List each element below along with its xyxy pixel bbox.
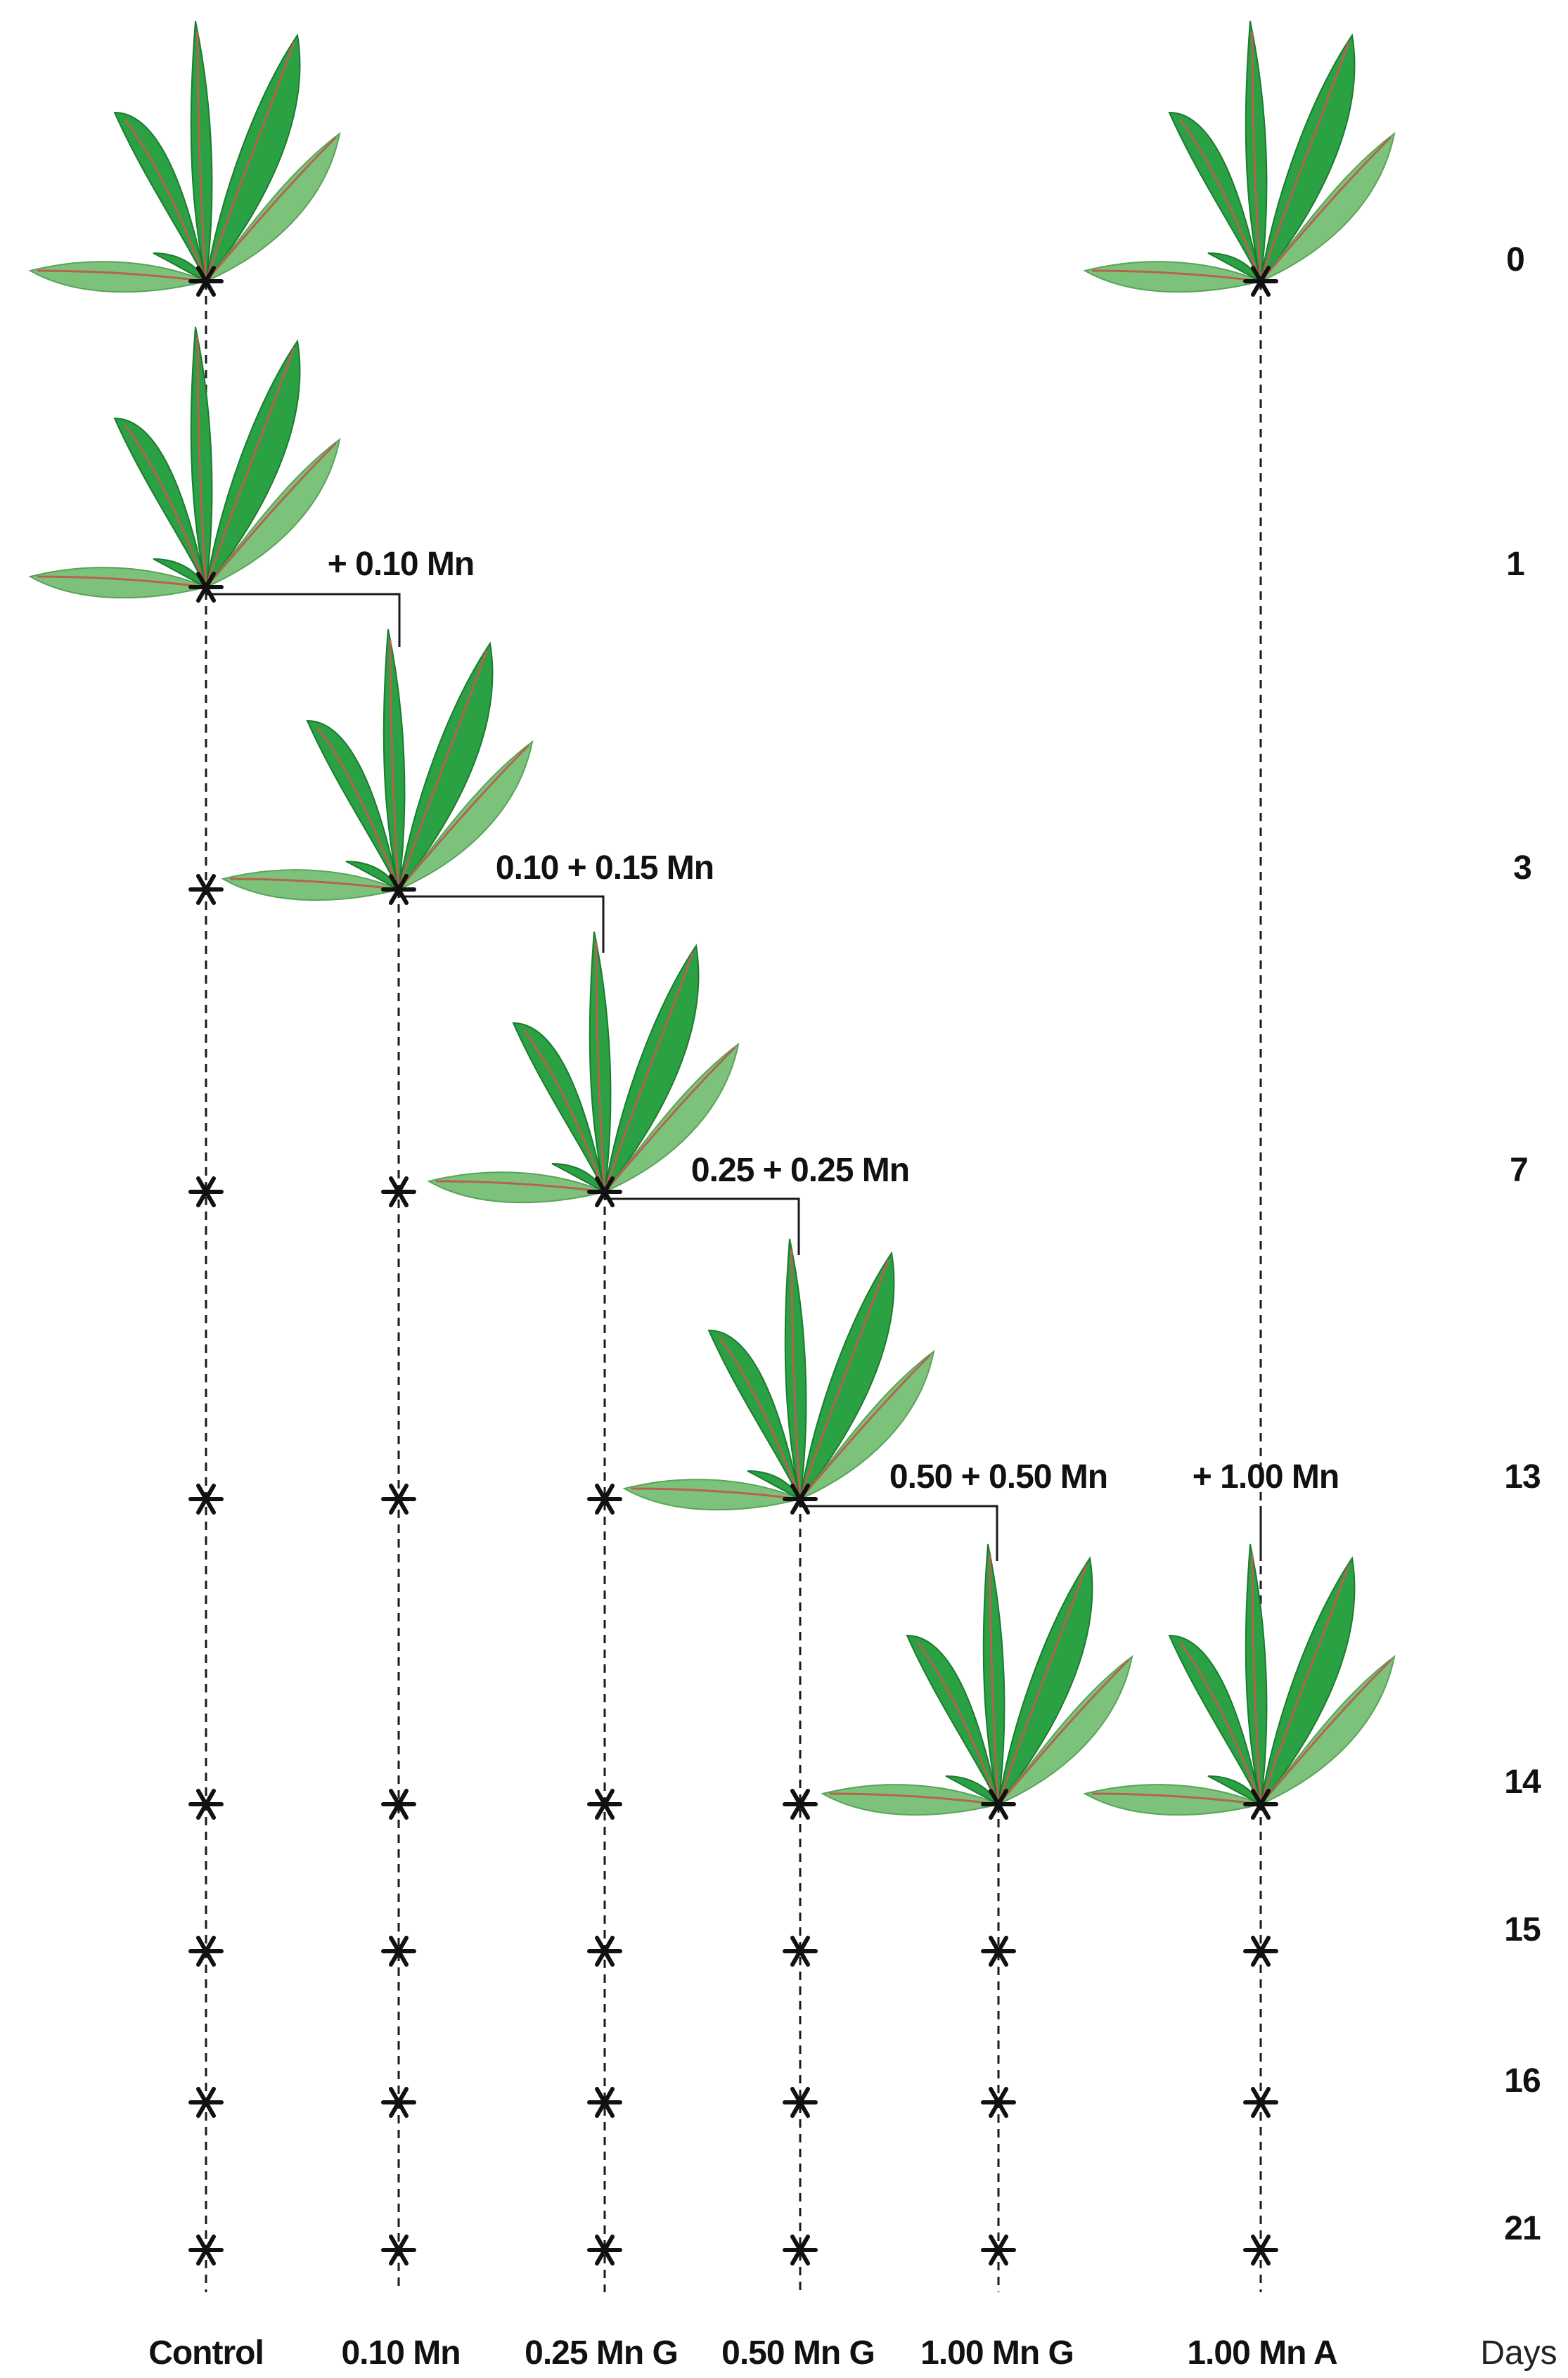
day-label-3: 3 — [1513, 849, 1531, 887]
star-marker-c0-r6 — [188, 1935, 224, 1967]
treatment-label-control: Control — [148, 2334, 264, 2372]
plant-0-10-mn — [221, 628, 534, 901]
day-label-14: 14 — [1504, 1763, 1541, 1801]
addition-label-0-50-0-50: 0.50 + 0.50 Mn — [889, 1458, 1107, 1496]
star-marker-c2-r5 — [587, 1788, 622, 1820]
star-marker-c3-r8 — [783, 2234, 818, 2266]
star-marker-c1-r6 — [381, 1935, 416, 1967]
star-marker-c3-r4 — [783, 1483, 818, 1515]
plant-group — [29, 20, 1396, 1816]
addition-label-0-25-0-25: 0.25 + 0.25 Mn — [691, 1152, 909, 1189]
day-label-0: 0 — [1506, 241, 1524, 278]
star-marker-c4-r7 — [981, 2086, 1016, 2119]
plant-1-00-mn-g — [821, 1543, 1133, 1816]
star-marker-c5-r6 — [1243, 1935, 1278, 1967]
addition-label-1-00: + 1.00 Mn — [1193, 1458, 1339, 1496]
star-marker-c0-r8 — [188, 2234, 224, 2266]
treatment-label-1-00-mn-g: 1.00 Mn G — [920, 2334, 1074, 2372]
plant-control-day1 — [29, 326, 341, 599]
day-label-16: 16 — [1504, 2062, 1540, 2100]
treatment-label-1-00-mn-a: 1.00 Mn A — [1187, 2334, 1337, 2372]
days-axis-title: Days — [1480, 2334, 1557, 2372]
addition-label-0-10: + 0.10 Mn — [328, 546, 474, 583]
star-marker-c5-r8 — [1243, 2234, 1278, 2266]
star-marker-c3-r6 — [783, 1935, 818, 1967]
star-marker-c0-r2 — [188, 873, 224, 906]
star-marker-c1-r4 — [381, 1483, 416, 1515]
treatment-label-0-25-mn-g: 0.25 Mn G — [525, 2334, 678, 2372]
star-marker-c2-r7 — [587, 2086, 622, 2119]
plant-1-00-mn-a-day0 — [1084, 20, 1396, 293]
timeline-group — [205, 281, 1262, 2292]
star-marker-c5-r7 — [1243, 2086, 1278, 2119]
star-marker-c2-r8 — [587, 2234, 622, 2266]
plant-0-50-mn-g — [623, 1238, 935, 1511]
star-marker-c0-r7 — [188, 2086, 224, 2119]
star-marker-c0-r3 — [188, 1176, 224, 1208]
plant-control-day0 — [29, 20, 341, 293]
star-marker-c4-r8 — [981, 2234, 1016, 2266]
star-marker-c0-r1 — [188, 571, 224, 603]
treatment-label-0-10-mn: 0.10 Mn — [341, 2334, 460, 2372]
treatment-label-0-50-mn-g: 0.50 Mn G — [721, 2334, 875, 2372]
star-marker-c1-r7 — [381, 2086, 416, 2119]
day-labels: 0 1 3 7 13 14 15 16 21 — [1504, 241, 1542, 2247]
connector-0-50-mn — [605, 1197, 800, 1255]
connector-0-25-mn — [399, 895, 605, 953]
star-marker-c5-r0 — [1243, 265, 1278, 297]
star-marker-c1-r8 — [381, 2234, 416, 2266]
day-label-1: 1 — [1506, 546, 1524, 583]
star-marker-c0-r5 — [188, 1788, 224, 1820]
star-marker-c5-r5 — [1243, 1788, 1278, 1820]
marker-group — [188, 265, 1278, 2266]
addition-label-0-10-0-15: 0.10 + 0.15 Mn — [496, 849, 714, 887]
star-marker-c2-r6 — [587, 1935, 622, 1967]
connector-0-10-mn — [206, 593, 401, 647]
day-label-21: 21 — [1504, 2210, 1541, 2247]
connector-group — [206, 593, 1262, 1561]
star-marker-c4-r6 — [981, 1935, 1016, 1967]
star-marker-c2-r3 — [587, 1176, 622, 1208]
star-marker-c0-r4 — [188, 1483, 224, 1515]
star-marker-c2-r4 — [587, 1483, 622, 1515]
star-marker-c3-r7 — [783, 2086, 818, 2119]
star-marker-c0-r0 — [188, 265, 224, 297]
day-label-15: 15 — [1504, 1911, 1541, 1948]
day-label-13: 13 — [1504, 1458, 1540, 1496]
plant-1-00-mn-a-day14 — [1084, 1543, 1396, 1816]
star-marker-c1-r2 — [381, 873, 416, 906]
star-marker-c3-r5 — [783, 1788, 818, 1820]
star-marker-c1-r5 — [381, 1788, 416, 1820]
star-marker-c1-r3 — [381, 1176, 416, 1208]
treatment-labels: Control 0.10 Mn 0.25 Mn G 0.50 Mn G 1.00… — [148, 2334, 1557, 2372]
addition-labels: + 0.10 Mn 0.10 + 0.15 Mn 0.25 + 0.25 Mn … — [328, 546, 1339, 1496]
day-label-7: 7 — [1510, 1152, 1528, 1189]
star-marker-c4-r5 — [981, 1788, 1016, 1820]
connector-1-00-mn-g — [800, 1505, 998, 1561]
